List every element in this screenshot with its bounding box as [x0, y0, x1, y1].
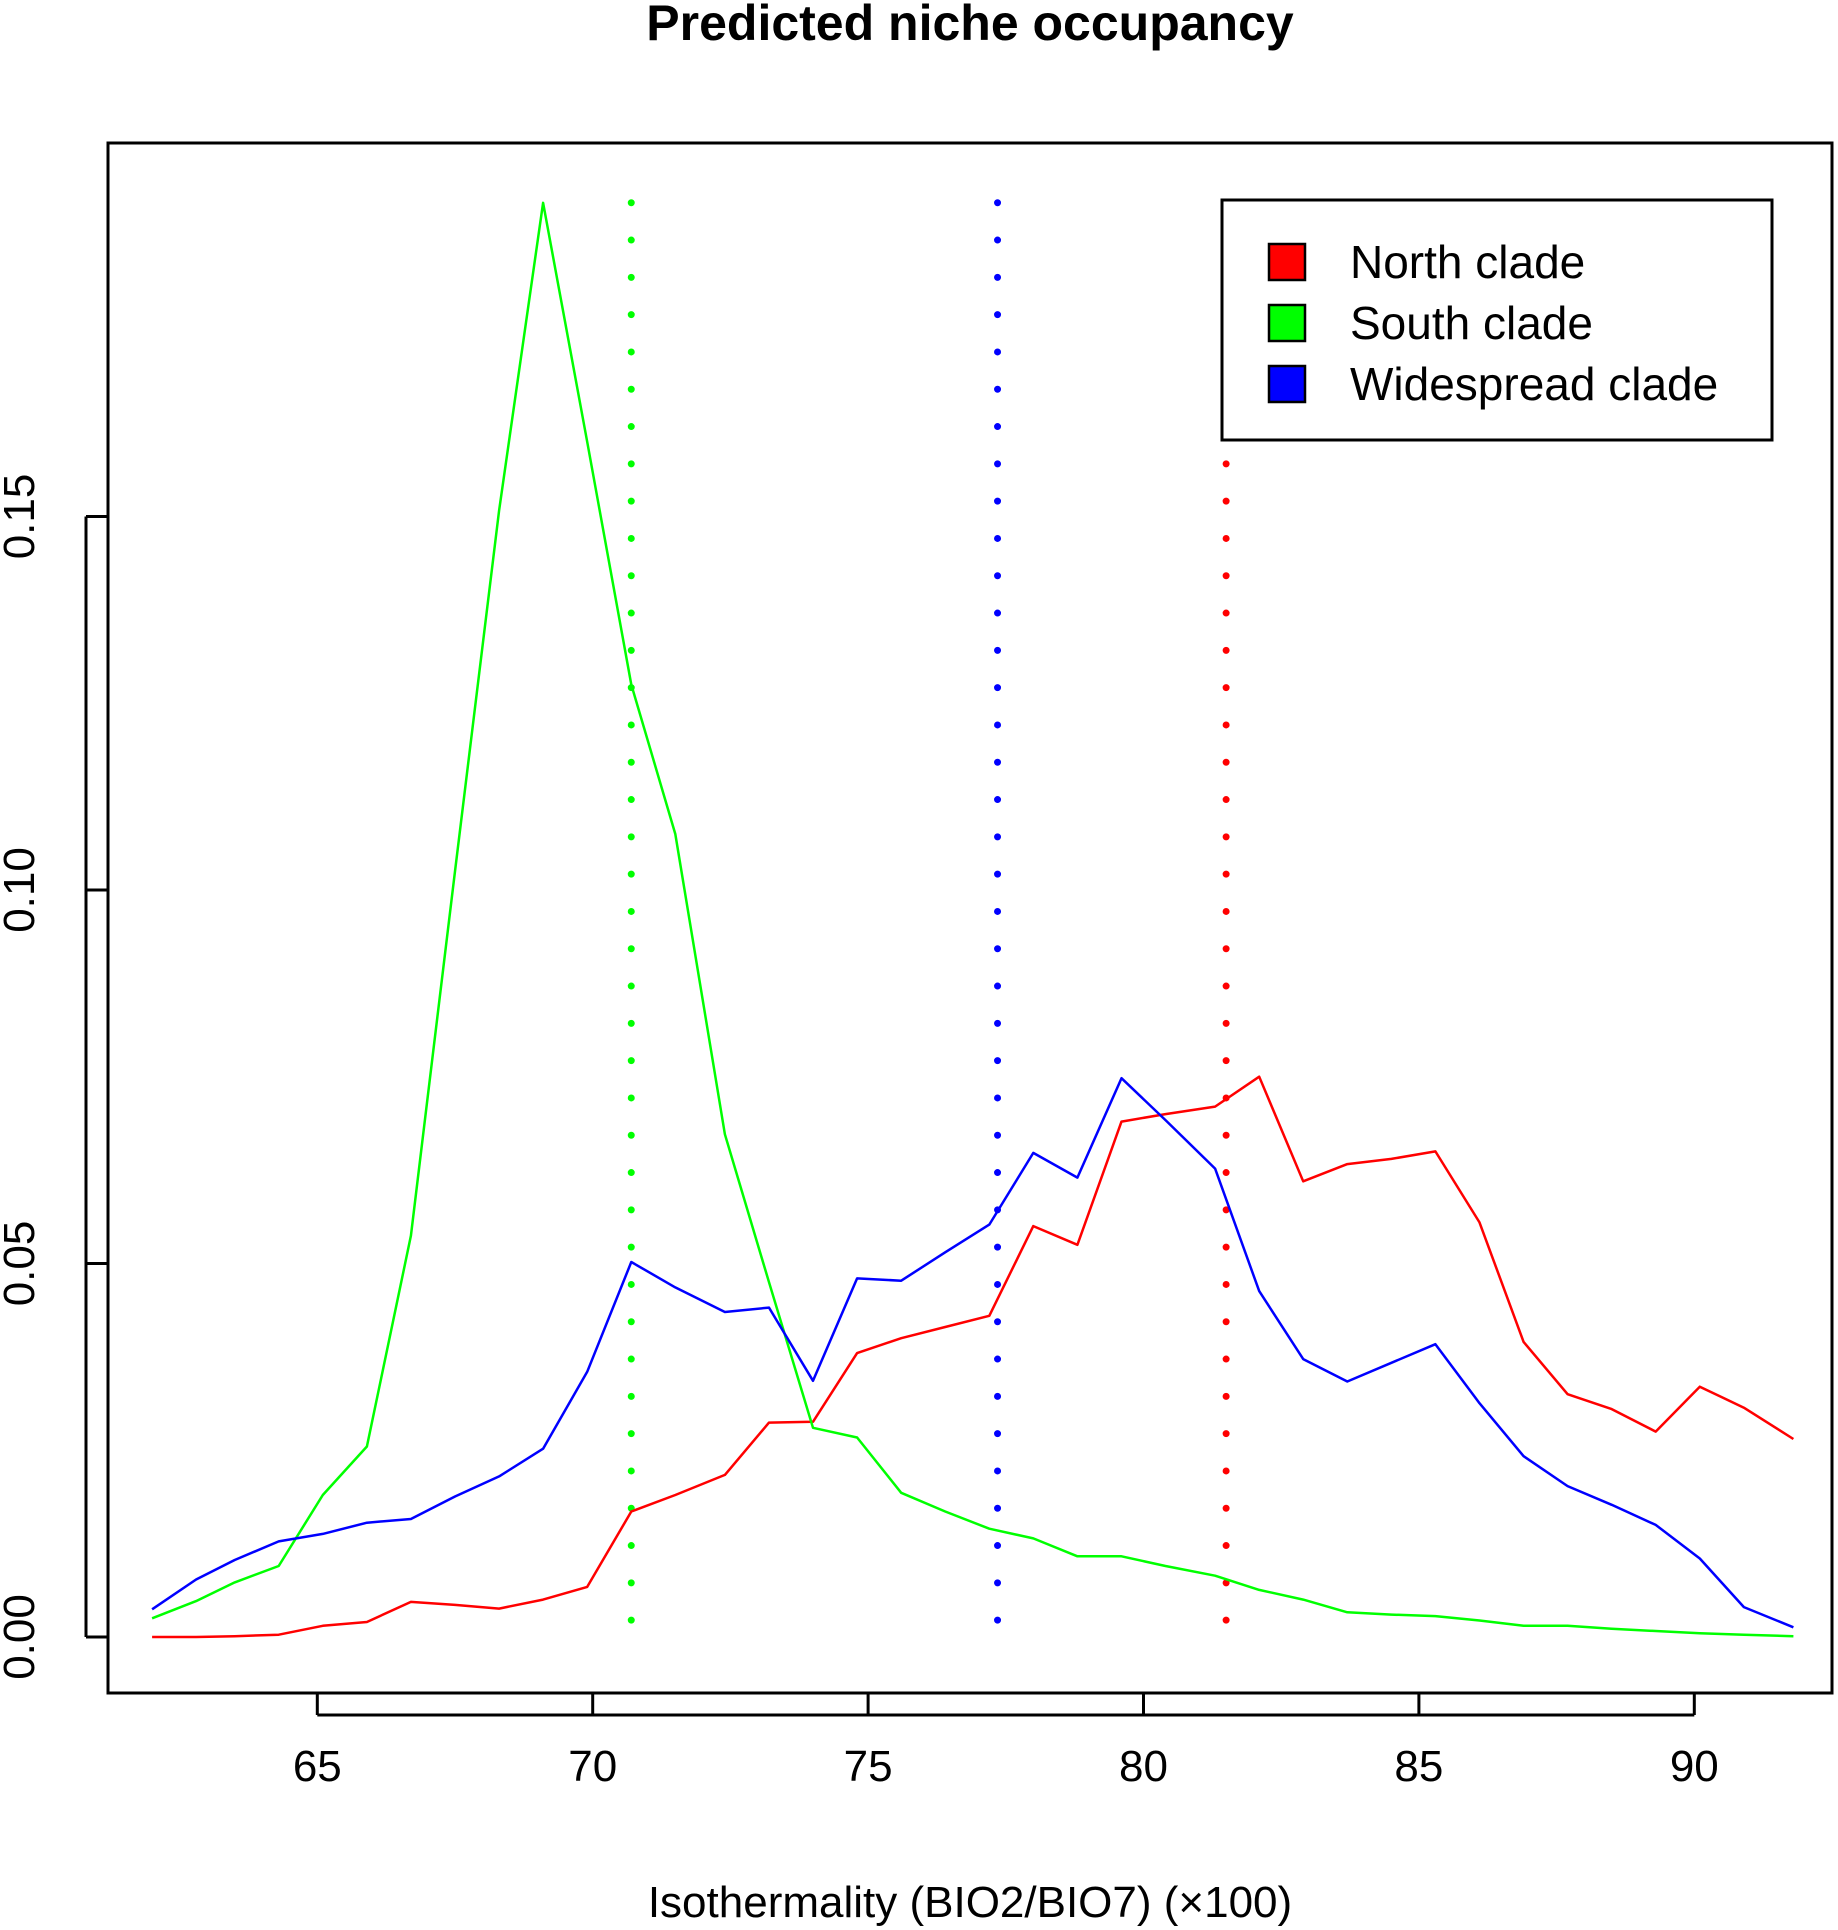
x-axis: 65 70 75 80 85 90 [293, 1693, 1719, 1791]
plot-frame [106, 141, 1834, 1695]
legend-label-south-clade: South clade [1350, 297, 1593, 349]
y-axis: 0.00 0.05 0.10 0.15 [0, 474, 108, 1680]
legend-box [1220, 198, 1774, 442]
legend-swatch-widespread-clade [1267, 364, 1307, 404]
y-tick-label: 0.05 [0, 1221, 44, 1307]
series-line-widespread-clade [151, 1076, 1794, 1629]
plot-marks [151, 199, 1795, 1641]
x-tick-label: 85 [1394, 1742, 1443, 1791]
x-tick-label: 80 [1119, 1742, 1168, 1791]
x-axis-label: Isothermality (BIO2/BIO7) (×100) [648, 1878, 1292, 1927]
y-tick-label: 0.10 [0, 847, 44, 933]
legend-swatch-south-clade [1267, 303, 1307, 343]
x-tick-label: 65 [293, 1742, 342, 1791]
series-line-north-clade [152, 1075, 1795, 1639]
chart-title: Predicted niche occupancy [646, 0, 1294, 51]
y-tick-label: 0.00 [0, 1594, 44, 1680]
x-tick-label: 75 [844, 1742, 893, 1791]
x-tick-label: 70 [568, 1742, 617, 1791]
legend-label-widespread-clade: Widespread clade [1350, 358, 1718, 410]
series-line-south-clade [151, 201, 1794, 1638]
y-tick-label: 0.15 [0, 474, 44, 560]
legend-label-north-clade: North clade [1350, 236, 1585, 288]
legend-swatch-north-clade [1267, 242, 1307, 282]
legend: North clade South clade Widespread clade [1220, 198, 1774, 442]
x-tick-label: 90 [1670, 1742, 1719, 1791]
